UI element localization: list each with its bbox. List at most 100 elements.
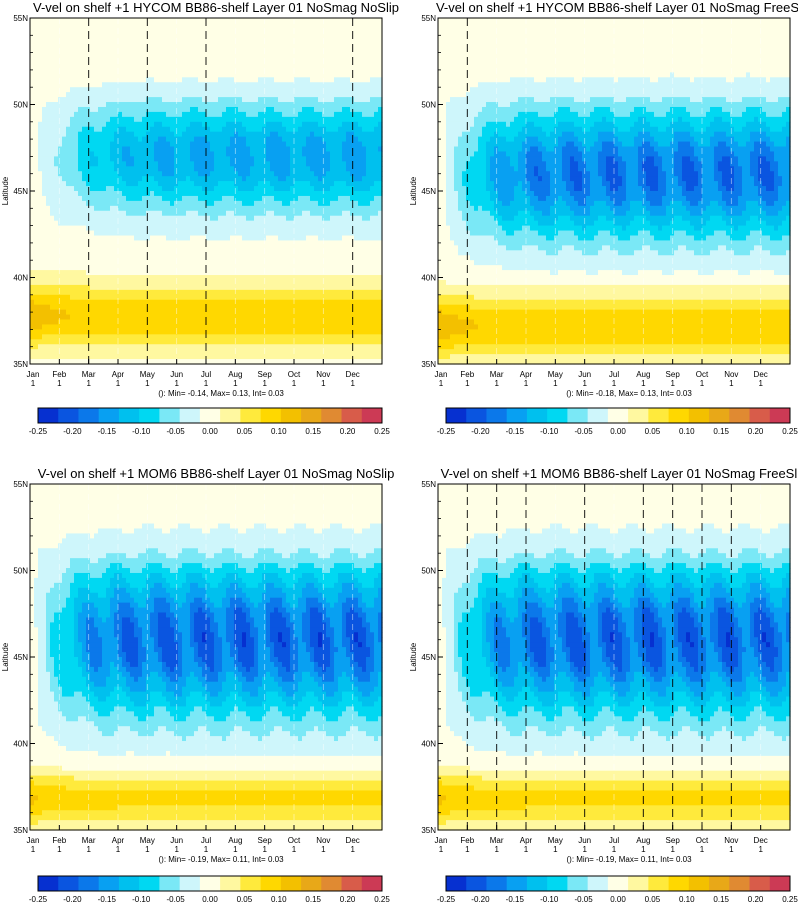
heatmap-cell [58,211,63,217]
heatmap-cell [46,132,51,138]
heatmap-cell [70,97,75,103]
heatmap-cell [50,320,55,326]
heatmap-cell [46,48,51,54]
heatmap-cell [78,211,83,217]
heatmap-cell [70,62,75,68]
heatmap-cell [98,300,103,306]
heatmap-cell [74,28,79,34]
heatmap-cell [50,255,55,261]
heatmap-cell [30,62,35,68]
heatmap-cell [30,216,35,222]
heatmap-cell [74,324,79,330]
heatmap-cell [58,166,63,172]
heatmap-cell [66,310,71,316]
heatmap-cell [94,265,99,271]
heatmap-cell [46,82,51,88]
heatmap-cell [70,176,75,182]
heatmap-cell [50,201,55,207]
heatmap-cell [54,324,59,330]
heatmap-cell [30,28,35,34]
heatmap-cell [62,290,67,296]
heatmap-cell [70,82,75,88]
heatmap-cell [42,87,47,93]
heatmap-cell [38,265,43,271]
heatmap-cell [94,280,99,286]
heatmap-cell [82,324,87,330]
heatmap-cell [82,43,87,49]
heatmap-cell [34,176,39,182]
heatmap-cell [102,117,107,123]
heatmap-cell [50,191,55,197]
heatmap-cell [90,127,95,133]
heatmap-cell [94,82,99,88]
heatmap-cell [82,87,87,93]
heatmap-cell [62,221,67,227]
heatmap-cell [66,92,71,98]
heatmap-cell [98,191,103,197]
heatmap-cell [58,102,63,108]
heatmap-cell [82,344,87,350]
heatmap-cell [90,349,95,355]
heatmap-cell [94,127,99,133]
heatmap-cell [30,339,35,345]
heatmap-cell [58,147,63,153]
heatmap-cell [70,156,75,162]
heatmap-cell [70,147,75,153]
heatmap-cell [42,117,47,123]
heatmap-cell [98,77,103,83]
heatmap-cell [74,127,79,133]
heatmap-cell [58,270,63,276]
heatmap-cell [98,295,103,301]
heatmap-cell [54,122,59,128]
heatmap-cell [46,62,51,68]
heatmap-cell [58,176,63,182]
heatmap-cell [50,315,55,321]
heatmap-cell [50,87,55,93]
heatmap-cell [74,107,79,113]
heatmap-cell [74,191,79,197]
heatmap-cell [78,58,83,64]
heatmap-cell [42,38,47,44]
heatmap-cell [94,156,99,162]
heatmap-cell [102,181,107,187]
heatmap-cell [102,122,107,128]
heatmap-cell [66,211,71,217]
heatmap-cell [70,127,75,133]
heatmap-cell [30,112,35,118]
heatmap-cell [50,349,55,355]
heatmap-cell [78,127,83,133]
heatmap-cell [94,67,99,73]
heatmap-cell [78,33,83,39]
heatmap-cell [46,275,51,281]
heatmap-cell [34,122,39,128]
heatmap-cell [66,240,71,246]
heatmap-cell [82,28,87,34]
heatmap-cell [102,23,107,29]
heatmap-cell [98,132,103,138]
heatmap-cell [54,151,59,157]
heatmap-cell [90,231,95,237]
heatmap-cell [98,23,103,29]
heatmap-cell [90,320,95,326]
heatmap-cell [94,320,99,326]
heatmap-cell [66,82,71,88]
heatmap-cell [38,305,43,311]
heatmap-cell [98,33,103,39]
heatmap-cell [30,18,35,24]
heatmap-cell [74,72,79,78]
heatmap-cell [90,122,95,128]
heatmap-cell [30,300,35,306]
heatmap-cell [38,216,43,222]
heatmap-cell [82,147,87,153]
heatmap-cell [46,156,51,162]
heatmap-cell [38,48,43,54]
heatmap-cell [94,142,99,148]
heatmap-cell [74,33,79,39]
heatmap-cell [78,132,83,138]
heatmap-cell [90,235,95,241]
heatmap-cell [46,191,51,197]
heatmap-cell [78,290,83,296]
heatmap-cell [58,315,63,321]
heatmap-cell [90,137,95,143]
heatmap-cell [58,255,63,261]
